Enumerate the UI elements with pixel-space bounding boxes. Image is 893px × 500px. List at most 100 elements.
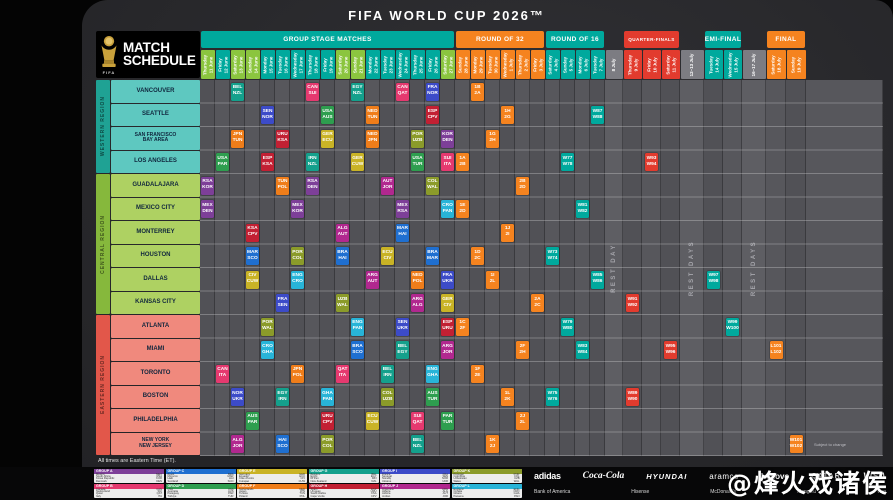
schedule-note: Subject to change <box>814 442 847 447</box>
match-cell: IRN NZL <box>306 153 319 171</box>
date-header: Wednesday 17 June <box>290 50 305 79</box>
match-cell: BRA MAR <box>426 247 439 265</box>
date-text: 8 July <box>611 58 617 71</box>
date-header: Friday 19 June <box>320 50 335 79</box>
date-header: Thursday 11 June <box>200 50 215 79</box>
group-box-header: GROUP K <box>451 469 522 474</box>
match-cell: W75 W76 <box>546 388 559 406</box>
city-label: MONTERREY <box>111 221 200 244</box>
group-team-row: Wales WAL <box>453 479 520 483</box>
match-cell: NED TUN <box>366 106 379 124</box>
match-cell: COL UZB <box>381 388 394 406</box>
match-cell: W79 W80 <box>561 317 574 336</box>
group-team-row: Cape Verde CPV <box>310 494 377 498</box>
date-header: Tuesday 23 June <box>380 50 395 79</box>
match-cell: BEL EGY <box>396 341 409 359</box>
sponsor-logo-hisense: Hisense <box>631 489 650 495</box>
match-cell: 1A 2B <box>456 153 469 171</box>
date-header: Sunday 14 June <box>245 50 260 79</box>
date-text: Friday 10 July <box>645 56 657 73</box>
grid-column <box>245 80 260 456</box>
match-cell: CRO GHA <box>261 341 274 359</box>
grid-column <box>365 80 380 456</box>
group-box-header: GROUP G <box>308 469 379 474</box>
grid-column <box>380 80 395 456</box>
match-cell: COL WAL <box>426 176 439 195</box>
city-label: SAN FRANCISCO BAY AREA <box>111 127 200 150</box>
match-cell: FRA UKR <box>441 270 454 289</box>
city-label: SEATTLE <box>111 103 200 126</box>
group-team-row: Tunisia TUN <box>239 492 305 496</box>
date-header: Thursday 2 July <box>515 50 530 79</box>
grid-column <box>560 80 575 456</box>
date-header: Tuesday 14 July <box>704 50 723 79</box>
match-cell: MAR SCO <box>246 247 259 265</box>
match-cell: POR UZB <box>411 129 424 148</box>
date-header: Friday 26 June <box>425 50 440 79</box>
date-header: Saturday 27 June <box>440 50 455 79</box>
match-cell: SEN NOR <box>261 106 274 124</box>
date-text: Tuesday 16 June <box>276 55 288 74</box>
grid-column <box>623 80 642 456</box>
match-cell: NED JPN <box>366 129 379 148</box>
sponsor-logo-aramco: aramco <box>709 471 739 481</box>
match-schedule-logo: FIFA MATCH SCHEDULE <box>96 31 200 78</box>
schedule-grid: REST DAY REST DAYS REST DAYS GROUP STAGE MA… <box>200 31 883 456</box>
match-cell: SEN UKR <box>396 317 409 336</box>
date-header: Tuesday 7 July <box>590 50 605 79</box>
group-team-row: Ecuador ECU <box>239 475 305 479</box>
sponsor-logo-lenovo: Lenovo <box>760 471 790 481</box>
city-label: DALLAS <box>111 268 200 291</box>
date-text: Thursday 9 July <box>626 54 638 75</box>
match-cell: BRA SCO <box>351 341 364 359</box>
date-header: Sunday 28 June <box>455 50 470 79</box>
match-cell: W81 W82 <box>576 200 589 218</box>
date-header: Sunday 21 June <box>350 50 365 79</box>
match-cell: ENG GHA <box>426 364 439 383</box>
date-header: Wednesday 1 July <box>500 50 515 79</box>
grid-column <box>723 80 742 456</box>
date-header: Monday 29 June <box>470 50 485 79</box>
sponsor-logo-mengniu: Mengniu <box>797 489 817 495</box>
stage-bar-r32: ROUND OF 32 <box>456 31 544 48</box>
group-team-row: Switzerland SUI <box>96 490 162 494</box>
group-team-row: Canada CAN <box>96 487 162 491</box>
match-cell: 2B 2D <box>516 176 529 195</box>
date-header: Saturday 11 July <box>661 50 680 79</box>
sponsor-logo-coca-cola: Coca-Cola <box>582 471 625 481</box>
date-text: Sunday 28 June <box>456 56 468 73</box>
region-label: CENTRAL REGION <box>96 174 110 314</box>
group-team-row: Scotland SCO <box>167 479 234 483</box>
city-label: NEW YORK NEW JERSEY <box>111 432 200 455</box>
match-cell: MAR HAI <box>396 223 409 242</box>
date-text: Friday 3 July <box>531 57 543 72</box>
sponsor-logo-bank-of-america: Bank of America <box>534 489 571 495</box>
date-text: Monday 6 July <box>576 55 588 74</box>
grid-column <box>786 80 806 456</box>
group-team-row: Belgium BEL <box>310 472 377 476</box>
date-text: Thursday 11 June <box>201 54 213 75</box>
stage-bar-r16: ROUND OF 16 <box>546 31 604 48</box>
group-team-row: Mexico MEX <box>96 472 162 476</box>
group-team-row: Italy ITA <box>96 494 162 498</box>
city-label: PHILADELPHIA <box>111 409 200 432</box>
date-header: Monday 6 July <box>575 50 590 79</box>
group-box: GROUP L England ENG Croatia CRO Ghana GHA Panam… <box>451 484 522 498</box>
date-text: Tuesday 23 June <box>381 55 393 74</box>
match-cell: ECU CUW <box>366 411 379 430</box>
match-cell: W85 W86 <box>591 270 604 289</box>
grid-column <box>275 80 290 456</box>
date-text: Saturday 27 June <box>441 54 453 75</box>
date-header: Tuesday 16 June <box>275 50 290 79</box>
match-cell: ARG AUT <box>366 270 379 289</box>
match-cell: W77 W78 <box>561 153 574 171</box>
sponsor-logo-mcdonald-s: McDonald's <box>710 489 737 495</box>
match-schedule-wordmark: MATCH SCHEDULE <box>123 39 196 68</box>
match-cell: BRA HAI <box>336 247 349 265</box>
match-cell: W91 W92 <box>626 294 639 312</box>
date-text: Sunday 21 June <box>351 56 363 73</box>
date-header: Friday 10 July <box>642 50 661 79</box>
match-cell: EGY IRN <box>276 388 289 406</box>
group-team-row: Spain ESP <box>310 487 377 491</box>
match-cell: JPN POL <box>291 364 304 383</box>
